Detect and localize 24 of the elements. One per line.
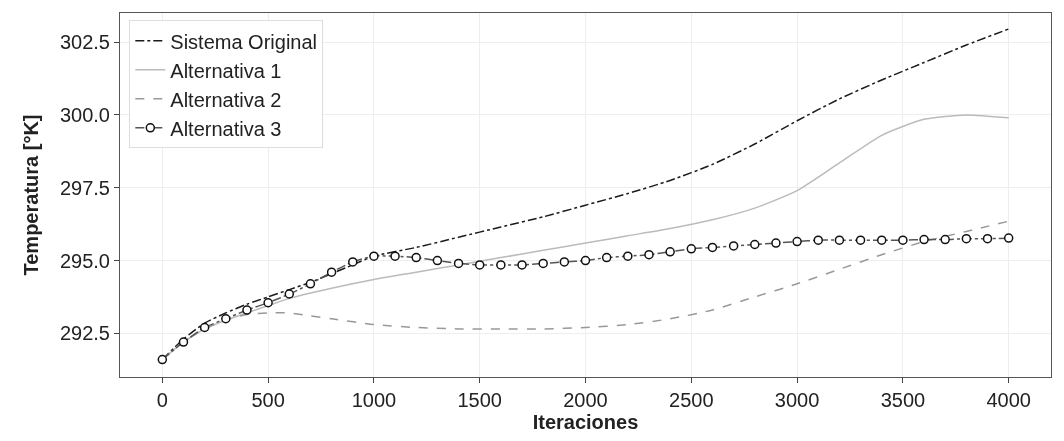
- point: [157, 354, 168, 365]
- y-tick-label: 300.0: [59, 103, 110, 126]
- x-axis-title: Iteraciones: [532, 411, 639, 433]
- x-tick-label: 4000: [986, 389, 1031, 411]
- x-tick-label: 1500: [457, 389, 502, 411]
- point: [369, 251, 379, 261]
- y-tick-label: 295.0: [59, 249, 110, 272]
- y-tick-label: 302.5: [59, 31, 110, 54]
- y-axis-title: Temperatura [°K]: [20, 114, 43, 276]
- y-tick-label: 292.5: [59, 322, 110, 345]
- legend-label: Alternativa 3: [170, 117, 282, 140]
- x-tick-label: 3000: [774, 389, 820, 411]
- x-tick-label: 2000: [563, 389, 608, 411]
- x-tick-label: 3500: [880, 389, 926, 411]
- x-tick-label: 1000: [351, 389, 397, 411]
- point: [305, 279, 316, 289]
- legend-label: Sistema Original: [170, 30, 318, 53]
- legend-label: Alternativa 1: [170, 59, 282, 82]
- legend-label: Alternativa 2: [170, 88, 282, 111]
- x-tick-label: 0: [156, 389, 168, 411]
- y-tick-label: 297.5: [59, 176, 110, 199]
- point: [326, 267, 337, 277]
- x-tick-label: 500: [251, 389, 285, 411]
- x-tick-label: 2500: [669, 389, 714, 411]
